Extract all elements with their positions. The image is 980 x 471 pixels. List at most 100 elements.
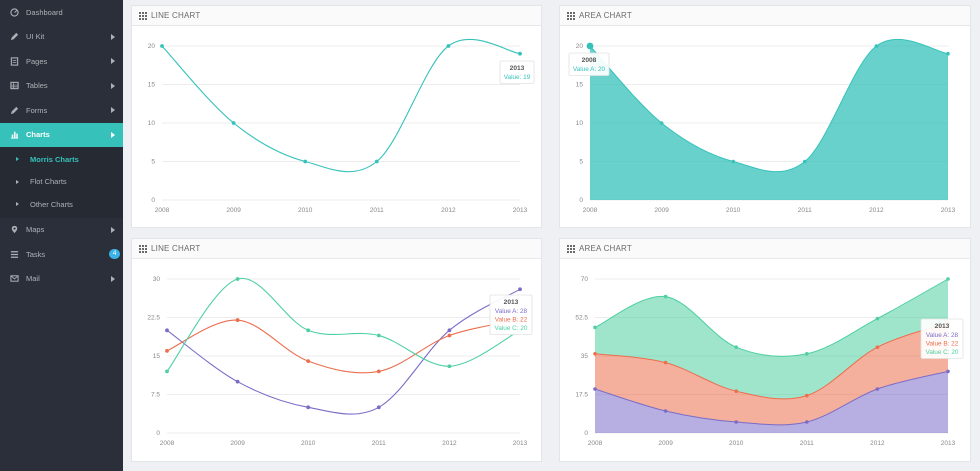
y-tick-label: 7.5 <box>151 392 160 399</box>
data-point <box>805 420 809 424</box>
x-tick-label: 2013 <box>941 207 956 214</box>
mail-icon <box>10 274 19 283</box>
sidebar-subitem-label: Morris Charts <box>30 154 79 164</box>
series-line-value-b <box>166 319 521 374</box>
tooltip-box <box>489 294 533 335</box>
line-chart-panel-2: LINE CHART 0 7.5 15 22.5 30 2008 2009 2010 2011 2… <box>131 238 542 462</box>
x-tick-label: 2010 <box>298 207 313 214</box>
area-fill-value-b <box>595 323 948 425</box>
panel-title: AREA CHART <box>579 244 632 253</box>
data-point <box>306 359 311 364</box>
x-tick-label: 2012 <box>870 440 885 447</box>
sidebar-item-label: UI Kit <box>26 32 45 42</box>
y-tick-label: 30 <box>153 276 161 283</box>
data-point <box>659 121 664 125</box>
x-tick-label: 2011 <box>372 440 386 447</box>
table-icon <box>10 81 19 90</box>
data-point <box>875 345 880 349</box>
sidebar-item-tables[interactable]: Tables <box>0 74 123 99</box>
x-tick-label: 2011 <box>798 207 812 214</box>
sidebar-subitem-label: Other Charts <box>30 199 73 209</box>
area-fill-value-a <box>595 371 948 433</box>
data-point <box>803 159 807 164</box>
sidebar-nav: Dashboard UI Kit Pages Tables Forms Charts Mor… <box>0 0 123 291</box>
sidebar-item-tasks[interactable]: Tasks 4 <box>0 242 123 267</box>
x-tick-label: 2008 <box>583 207 598 214</box>
panel-header: AREA CHART <box>560 6 970 26</box>
area-chart-panel-2: AREA CHART 0 17.5 35 52.5 70 2008 2009 2010 2011… <box>559 238 971 462</box>
data-point <box>518 287 522 292</box>
data-point <box>376 333 381 338</box>
map-pin-icon <box>10 225 19 234</box>
form-icon <box>10 106 19 115</box>
pencil-icon <box>10 32 19 41</box>
data-point <box>231 121 236 125</box>
data-point <box>734 389 738 393</box>
chevron-right-icon <box>111 107 115 114</box>
data-point <box>235 318 240 322</box>
sidebar-subitem-other-charts[interactable]: Other Charts <box>0 193 123 216</box>
data-point <box>731 159 735 164</box>
hover-tooltip: 2008 Value A: 20 <box>568 52 610 76</box>
data-point <box>306 405 311 410</box>
area-fill-value-a <box>590 39 948 200</box>
x-tick-label: 2010 <box>729 440 744 447</box>
y-tick-label: 10 <box>576 120 584 127</box>
data-point <box>374 159 379 164</box>
x-tick-label: 2013 <box>513 440 528 447</box>
data-point <box>805 393 809 398</box>
charts-submenu: Morris Charts Flot Charts Other Charts <box>0 147 123 218</box>
sidebar-item-dashboard[interactable]: Dashboard <box>0 0 123 25</box>
sidebar-subitem-flot-charts[interactable]: Flot Charts <box>0 171 123 194</box>
sidebar: Dashboard UI Kit Pages Tables Forms Charts Mor… <box>0 0 123 471</box>
tooltip-value: Value B: 22 <box>926 341 959 348</box>
data-point <box>593 325 597 330</box>
x-tick-label: 2011 <box>800 440 814 447</box>
sidebar-item-ui-kit[interactable]: UI Kit <box>0 25 123 50</box>
sidebar-item-label: Pages <box>26 56 48 66</box>
tasks-icon <box>10 250 19 259</box>
sidebar-subitem-label: Flot Charts <box>30 177 67 187</box>
series-line-value-a <box>161 38 521 173</box>
series-line-value-c <box>594 278 949 357</box>
chevron-right-icon <box>111 131 115 138</box>
sidebar-item-label: Tables <box>26 81 48 91</box>
y-tick-label: 0 <box>151 197 155 204</box>
x-tick-label: 2010 <box>301 440 316 447</box>
sidebar-item-pages[interactable]: Pages <box>0 49 123 74</box>
chevron-right-icon <box>111 82 115 89</box>
data-point <box>447 333 452 338</box>
panel-header: LINE CHART <box>132 239 541 259</box>
data-point <box>946 369 950 374</box>
caret-right-icon <box>16 202 19 207</box>
x-tick-label: 2012 <box>442 440 457 447</box>
tooltip-value: Value C: 20 <box>495 325 528 332</box>
bar-chart-icon <box>10 130 19 139</box>
y-tick-label: 20 <box>148 43 156 50</box>
y-tick-label: 17.5 <box>575 392 588 399</box>
area-chart-1: 0 5 10 15 20 2008 2009 2010 2011 2012 2013 2008 Valu… <box>568 38 956 214</box>
sidebar-item-mail[interactable]: Mail <box>0 267 123 292</box>
tooltip-value: Value A: 20 <box>573 66 606 73</box>
data-point <box>805 352 809 356</box>
sidebar-item-maps[interactable]: Maps <box>0 218 123 243</box>
x-tick-label: 2009 <box>226 207 241 214</box>
data-point <box>874 44 879 48</box>
data-point <box>593 352 597 356</box>
data-point <box>303 159 308 164</box>
pages-icon <box>10 57 19 66</box>
tooltip-title: 2008 <box>582 57 597 64</box>
tooltip-value: Value A: 28 <box>495 308 528 315</box>
x-tick-label: 2013 <box>941 440 956 447</box>
caret-right-icon <box>16 179 19 184</box>
sidebar-item-forms[interactable]: Forms <box>0 98 123 123</box>
chevron-right-icon <box>111 58 115 65</box>
sidebar-subitem-morris-charts[interactable]: Morris Charts <box>0 148 123 171</box>
tooltip-value: Value B: 22 <box>495 317 528 324</box>
data-point <box>518 51 522 56</box>
panel-title: AREA CHART <box>579 11 632 20</box>
sidebar-item-charts[interactable]: Charts <box>0 122 123 147</box>
x-tick-label: 2011 <box>370 207 384 214</box>
sidebar-item-label: Dashboard <box>26 7 63 17</box>
